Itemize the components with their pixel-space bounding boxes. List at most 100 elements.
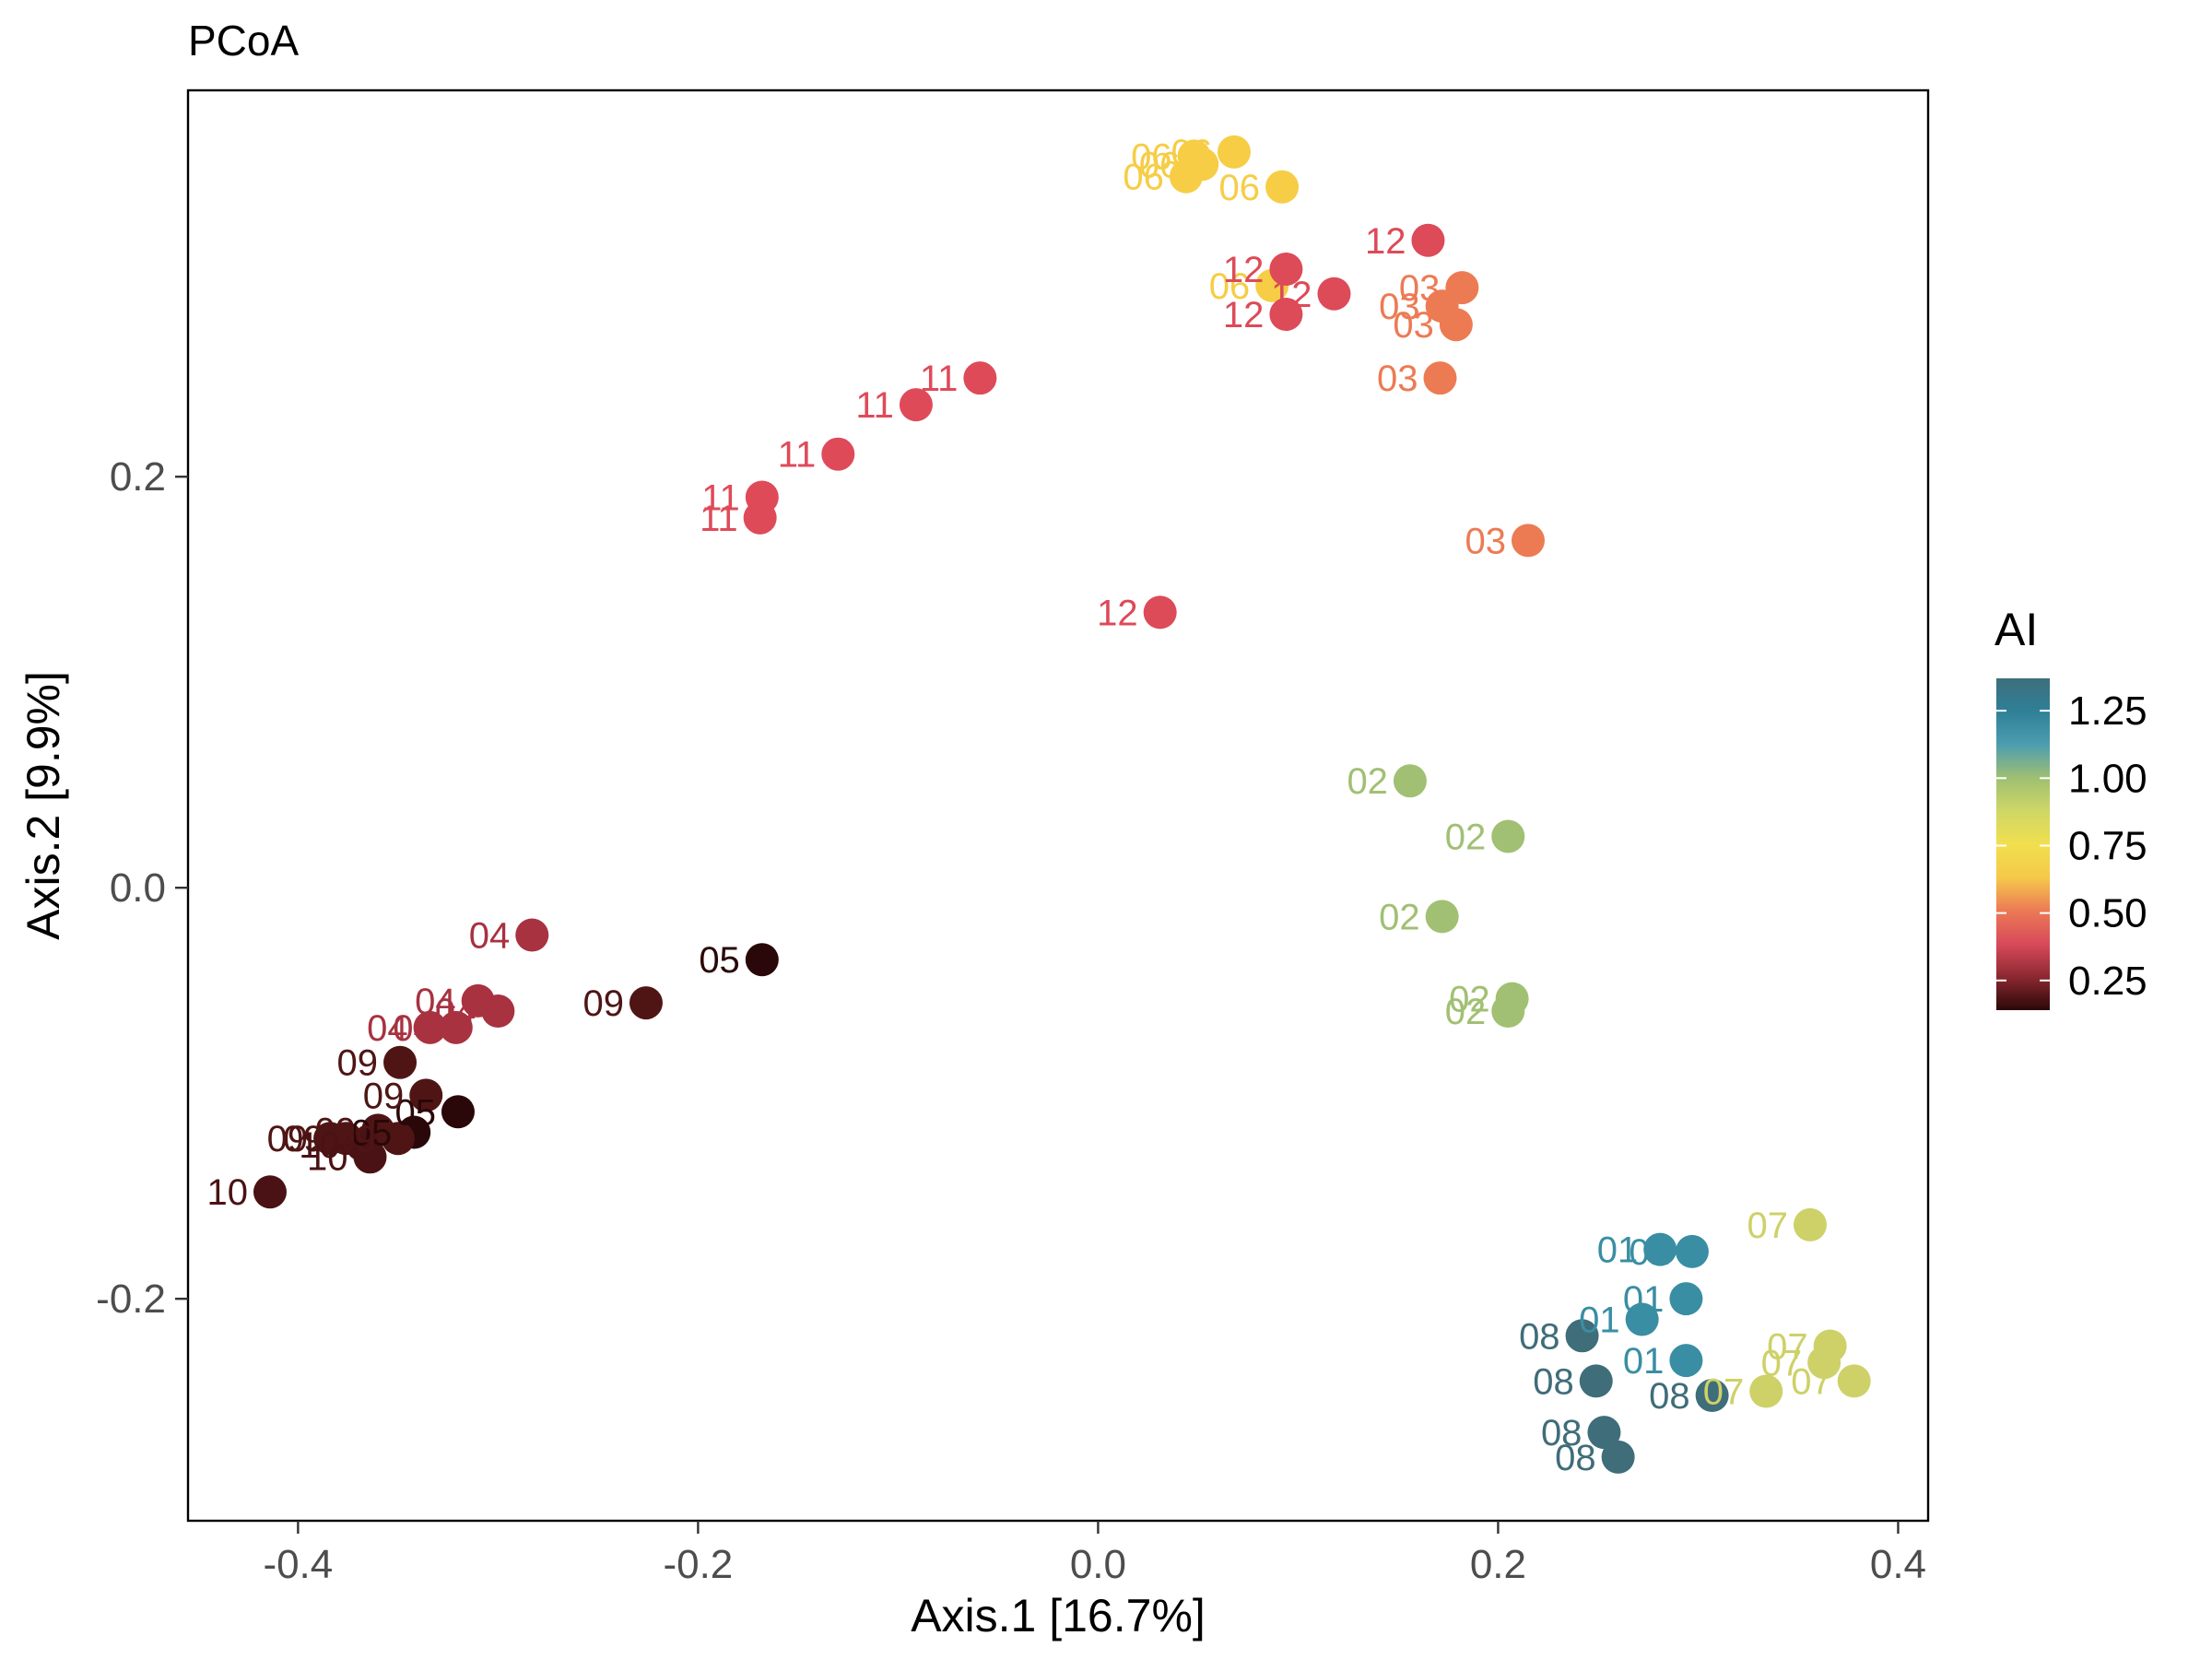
data-point <box>1423 361 1457 395</box>
y-axis: -0.2 0.0 0.2 <box>96 454 188 1322</box>
data-point <box>1695 1378 1729 1412</box>
data-point <box>1491 994 1525 1028</box>
data-point <box>1265 170 1300 204</box>
x-tick-label: -0.2 <box>663 1542 733 1587</box>
point-label: 12 <box>1223 295 1265 335</box>
legend-tick-label: 1.25 <box>2068 688 2147 734</box>
point-label: 06 <box>1219 168 1261 208</box>
point-label: 02 <box>1347 761 1388 802</box>
data-point <box>963 361 997 395</box>
data-point <box>1143 595 1177 629</box>
data-point <box>1675 1234 1709 1268</box>
point-label: 07 <box>1747 1206 1788 1246</box>
legend-tick-label: 0.75 <box>2068 823 2147 868</box>
legend-tick-label: 0.25 <box>2068 959 2147 1004</box>
data-point <box>1579 1364 1613 1398</box>
point-label: 11 <box>700 499 738 539</box>
chart-title: PCoA <box>188 17 299 65</box>
point-label: 11 <box>778 435 817 476</box>
point-label: 04 <box>435 992 477 1032</box>
data-point <box>1439 308 1473 342</box>
point-label: 07 <box>1791 1361 1832 1402</box>
point-label: 02 <box>1445 817 1487 857</box>
x-tick-label: 0.0 <box>1070 1542 1126 1587</box>
data-point <box>1565 1319 1599 1353</box>
data-point <box>629 986 663 1020</box>
point-label: 09 <box>337 1043 379 1084</box>
point-label: 04 <box>367 1008 408 1049</box>
point-label: 02 <box>1449 980 1490 1020</box>
point-label: 12 <box>1271 275 1312 315</box>
data-point <box>821 437 855 471</box>
data-point <box>1669 1344 1703 1378</box>
point-label: 04 <box>393 1008 434 1049</box>
data-point <box>745 943 779 977</box>
point-label: 03 <box>1399 268 1441 309</box>
y-tick-label: 0.0 <box>110 865 166 911</box>
point-label: 06 <box>1209 266 1251 307</box>
x-tick-label: 0.2 <box>1470 1542 1526 1587</box>
point-label: 09 <box>283 1119 324 1159</box>
data-point <box>481 994 515 1028</box>
data-point <box>1601 1440 1635 1474</box>
point-label: 12 <box>1097 593 1138 633</box>
data-point <box>1837 1364 1871 1398</box>
point-label: 08 <box>1649 1376 1690 1417</box>
data-point <box>1393 764 1427 798</box>
point-label: 02 <box>1379 897 1420 937</box>
data-point <box>1793 1207 1827 1241</box>
data-point <box>1669 1282 1703 1316</box>
data-point <box>1269 298 1303 332</box>
data-point <box>1317 276 1351 311</box>
x-tick-label: -0.4 <box>263 1542 333 1587</box>
point-label: 09 <box>315 1111 357 1151</box>
point-label: 06 <box>1131 136 1172 177</box>
data-point <box>1411 223 1445 257</box>
data-point <box>1491 819 1525 853</box>
point-label: 07 <box>1761 1343 1803 1383</box>
data-point <box>381 1122 415 1156</box>
data-point <box>345 1127 379 1161</box>
data-point <box>899 388 933 422</box>
point-label: 12 <box>1223 250 1265 290</box>
point-label: 12 <box>1365 221 1406 262</box>
point-label: 11 <box>855 385 894 426</box>
x-axis-title: Axis.1 [16.7%] <box>911 1590 1206 1641</box>
points-layer <box>253 135 1871 1474</box>
point-label: 01 <box>1597 1230 1639 1271</box>
point-label: 03 <box>1465 521 1506 561</box>
point-label: 08 <box>1519 1316 1560 1357</box>
data-point <box>1587 1416 1621 1450</box>
point-label: 10 <box>206 1172 248 1213</box>
legend-tick-label: 0.50 <box>2068 891 2147 936</box>
data-point <box>1511 524 1545 558</box>
data-point <box>1169 159 1203 194</box>
legend-tick-label: 1.00 <box>2068 756 2147 801</box>
legend-title: AI <box>1994 604 2038 655</box>
point-label: 03 <box>1393 305 1434 346</box>
data-point <box>1643 1232 1677 1266</box>
point-label: 04 <box>469 915 511 956</box>
point-label: 05 <box>699 940 740 981</box>
point-label: 11 <box>701 478 740 519</box>
point-label: 08 <box>1533 1361 1574 1402</box>
data-point <box>409 1078 443 1112</box>
data-point <box>441 1095 475 1129</box>
point-label: 06 <box>1139 145 1181 185</box>
point-label: 09 <box>335 1119 376 1159</box>
point-label: 01 <box>1623 1341 1665 1382</box>
point-label: 03 <box>1377 359 1418 399</box>
point-label: 08 <box>1555 1438 1596 1478</box>
point-label: 01 <box>1579 1300 1620 1340</box>
plot-panel <box>186 88 1930 1523</box>
y-tick-label: -0.2 <box>96 1277 166 1322</box>
x-axis: -0.4 -0.2 0.0 0.2 0.4 <box>263 1521 1926 1587</box>
point-label: 02 <box>1445 992 1487 1032</box>
data-point <box>1425 900 1459 934</box>
data-point <box>383 1045 418 1079</box>
point-label: 01 <box>1623 1279 1665 1320</box>
data-point <box>1749 1374 1783 1408</box>
point-label: 06 <box>1171 133 1212 173</box>
